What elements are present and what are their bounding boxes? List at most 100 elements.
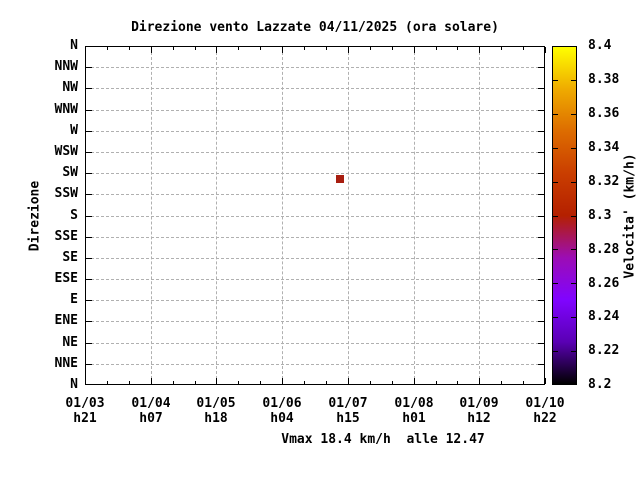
y-tick-label-nnw: NNW bbox=[54, 59, 78, 74]
gridline-horizontal bbox=[86, 88, 544, 90]
x-minor-tick bbox=[457, 381, 459, 384]
y-tick bbox=[86, 194, 92, 196]
y-tick bbox=[86, 300, 92, 302]
gridline-horizontal bbox=[86, 236, 544, 238]
gridline-horizontal bbox=[86, 279, 544, 281]
x-minor-tick bbox=[435, 47, 437, 50]
gridline-horizontal bbox=[86, 257, 544, 259]
y-tick-label-se: SE bbox=[62, 250, 78, 265]
y-tick-label-nne: NNE bbox=[54, 356, 78, 371]
x-minor-tick bbox=[128, 47, 130, 50]
x-minor-tick bbox=[106, 381, 108, 384]
colorbar-tick-8.34: 8.34 bbox=[588, 140, 620, 155]
x-minor-tick bbox=[501, 381, 503, 384]
gridline-horizontal bbox=[86, 342, 544, 344]
y-tick bbox=[538, 173, 544, 175]
y-tick bbox=[86, 321, 92, 323]
y-tick-label-ssw: SSW bbox=[54, 186, 78, 201]
x-major-tick bbox=[216, 47, 218, 53]
y-tick-label-nw: NW bbox=[62, 80, 78, 95]
y-tick-label-ese: ESE bbox=[54, 271, 78, 286]
x-major-tick bbox=[282, 378, 284, 384]
x-tick-hour-7: h22 bbox=[533, 411, 557, 426]
x-tick-hour-5: h01 bbox=[402, 411, 426, 426]
y-tick-label-wnw: WNW bbox=[54, 102, 78, 117]
x-tick-date-2: 01/05 bbox=[196, 396, 236, 411]
y-tick bbox=[86, 257, 92, 259]
x-major-tick bbox=[347, 47, 349, 53]
x-major-tick bbox=[479, 378, 481, 384]
x-minor-tick bbox=[369, 47, 371, 50]
colorbar-axis-label: Velocita' (km/h) bbox=[622, 153, 638, 279]
y-tick bbox=[538, 321, 544, 323]
colorbar-tick-8.32: 8.32 bbox=[588, 174, 620, 189]
y-tick-label-ne: NE bbox=[62, 335, 78, 350]
x-minor-tick bbox=[523, 381, 525, 384]
x-tick-date-5: 01/08 bbox=[394, 396, 434, 411]
colorbar-tick-8.28: 8.28 bbox=[588, 242, 620, 257]
colorbar-tick bbox=[553, 249, 558, 251]
x-minor-tick bbox=[238, 47, 240, 50]
x-minor-tick bbox=[304, 47, 305, 50]
colorbar-tick bbox=[571, 317, 576, 319]
x-minor-tick bbox=[260, 381, 262, 384]
gridline-horizontal bbox=[86, 151, 544, 153]
x-major-tick bbox=[150, 47, 152, 53]
plot-frame bbox=[85, 46, 545, 385]
x-tick-hour-0: h21 bbox=[73, 411, 97, 426]
x-minor-tick bbox=[369, 381, 371, 384]
y-tick-label-sse: SSE bbox=[54, 229, 78, 244]
y-tick bbox=[538, 300, 544, 302]
colorbar-tick bbox=[571, 79, 576, 81]
colorbar-tick bbox=[553, 147, 558, 149]
gridline-vertical bbox=[282, 47, 284, 384]
x-minor-tick bbox=[304, 381, 305, 384]
colorbar-tick bbox=[571, 181, 576, 183]
y-tick bbox=[86, 342, 92, 344]
y-tick bbox=[538, 88, 544, 90]
gridline-horizontal bbox=[86, 194, 544, 196]
colorbar-tick bbox=[553, 317, 558, 319]
x-tick-date-3: 01/06 bbox=[262, 396, 302, 411]
x-minor-tick bbox=[238, 381, 240, 384]
y-tick bbox=[86, 173, 92, 175]
x-tick-date-0: 01/03 bbox=[65, 396, 105, 411]
x-minor-tick bbox=[172, 381, 174, 384]
y-tick bbox=[86, 363, 92, 365]
colorbar-tick bbox=[571, 147, 576, 149]
x-major-tick bbox=[545, 47, 546, 53]
colorbar-tick bbox=[571, 283, 576, 285]
x-major-tick bbox=[85, 378, 86, 384]
y-tick bbox=[538, 151, 544, 153]
gridline-vertical bbox=[347, 47, 349, 384]
colorbar-tick bbox=[571, 249, 576, 251]
x-tick-hour-2: h18 bbox=[204, 411, 228, 426]
colorbar-tick bbox=[553, 113, 558, 115]
gridline-horizontal bbox=[86, 321, 544, 323]
x-tick-hour-4: h15 bbox=[336, 411, 360, 426]
vmax-caption: Vmax 18.4 km/h alle 12.47 bbox=[281, 432, 485, 447]
gridline-vertical bbox=[150, 47, 152, 384]
colorbar-tick-8.26: 8.26 bbox=[588, 276, 620, 291]
gridline-horizontal bbox=[86, 300, 544, 302]
y-tick bbox=[538, 194, 544, 196]
x-major-tick bbox=[150, 378, 152, 384]
colorbar-tick bbox=[553, 283, 558, 285]
x-major-tick bbox=[282, 47, 284, 53]
x-minor-tick bbox=[457, 47, 459, 50]
y-tick bbox=[86, 279, 92, 281]
x-tick-hour-6: h12 bbox=[467, 411, 491, 426]
x-tick-date-4: 01/07 bbox=[328, 396, 368, 411]
gridline-vertical bbox=[479, 47, 481, 384]
colorbar-tick bbox=[571, 215, 576, 217]
gridline-horizontal bbox=[86, 109, 544, 111]
y-tick-label-e: E bbox=[70, 292, 78, 307]
x-major-tick bbox=[545, 378, 546, 384]
y-tick bbox=[86, 88, 92, 90]
colorbar-tick bbox=[553, 351, 558, 353]
x-minor-tick bbox=[172, 47, 174, 50]
x-minor-tick bbox=[326, 381, 327, 384]
gridline-horizontal bbox=[86, 130, 544, 132]
y-tick-label-n-top: N bbox=[70, 38, 78, 53]
